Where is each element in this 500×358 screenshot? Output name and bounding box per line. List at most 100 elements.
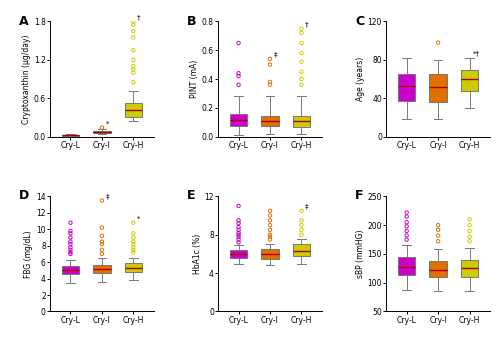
Point: [130, 57, 138, 63]
Point: [98, 239, 106, 245]
Point: [130, 35, 138, 40]
Text: F: F: [355, 189, 364, 203]
Text: ‡: ‡: [274, 52, 278, 58]
Point: [130, 241, 138, 247]
Point: [266, 213, 274, 218]
Point: [234, 240, 242, 245]
PathPatch shape: [93, 265, 110, 273]
Point: [234, 71, 242, 76]
Point: [266, 56, 274, 62]
Point: [130, 250, 138, 255]
PathPatch shape: [461, 71, 478, 91]
Point: [130, 67, 138, 72]
PathPatch shape: [293, 244, 310, 256]
Point: [298, 82, 306, 88]
PathPatch shape: [293, 116, 310, 127]
Text: †: †: [137, 14, 140, 20]
Point: [234, 203, 242, 209]
Y-axis label: HbA1c (%): HbA1c (%): [192, 234, 202, 274]
Point: [130, 19, 138, 24]
Point: [66, 228, 74, 234]
Text: E: E: [187, 189, 196, 203]
Text: B: B: [187, 15, 196, 28]
PathPatch shape: [398, 74, 415, 101]
Point: [466, 228, 473, 234]
Point: [98, 241, 106, 247]
Point: [130, 22, 138, 28]
Point: [98, 198, 106, 203]
Y-axis label: sBP (mmHG): sBP (mmHG): [356, 230, 365, 278]
Point: [130, 63, 138, 69]
Y-axis label: Age (years): Age (years): [356, 57, 365, 101]
Point: [298, 26, 306, 32]
PathPatch shape: [124, 263, 142, 272]
Point: [234, 221, 242, 226]
PathPatch shape: [430, 261, 447, 277]
Point: [234, 224, 242, 230]
Point: [402, 233, 410, 238]
Point: [234, 218, 242, 223]
Point: [298, 222, 306, 228]
Point: [266, 62, 274, 68]
Point: [434, 238, 442, 244]
Point: [298, 59, 306, 64]
Point: [466, 238, 473, 244]
Point: [66, 239, 74, 245]
Point: [98, 225, 106, 231]
Point: [234, 82, 242, 88]
Text: D: D: [19, 189, 29, 203]
Point: [98, 251, 106, 257]
Point: [434, 233, 442, 238]
Point: [266, 232, 274, 238]
Point: [266, 237, 274, 242]
Point: [266, 227, 274, 233]
PathPatch shape: [62, 135, 79, 136]
Point: [402, 228, 410, 234]
Point: [266, 218, 274, 223]
PathPatch shape: [230, 114, 247, 126]
Point: [98, 125, 106, 130]
Point: [130, 28, 138, 34]
Point: [66, 220, 74, 226]
Point: [402, 237, 410, 242]
Point: [130, 234, 138, 240]
Point: [266, 208, 274, 214]
Point: [234, 73, 242, 79]
Text: A: A: [19, 15, 28, 28]
Point: [402, 214, 410, 219]
Point: [298, 69, 306, 75]
Point: [130, 79, 138, 85]
Point: [266, 79, 274, 85]
Text: ‡: ‡: [305, 204, 309, 210]
Point: [66, 250, 74, 255]
Point: [98, 233, 106, 239]
Point: [402, 210, 410, 216]
Point: [130, 47, 138, 53]
Point: [298, 232, 306, 238]
Point: [434, 40, 442, 45]
Text: *: *: [137, 216, 140, 222]
PathPatch shape: [93, 131, 110, 133]
Point: [66, 241, 74, 247]
Y-axis label: Cryptoxanthin (μg/day): Cryptoxanthin (μg/day): [22, 34, 31, 124]
PathPatch shape: [262, 249, 278, 259]
Point: [234, 230, 242, 236]
Point: [66, 234, 74, 240]
Point: [434, 227, 442, 233]
PathPatch shape: [398, 257, 415, 275]
Point: [402, 223, 410, 229]
Point: [130, 70, 138, 76]
Point: [130, 239, 138, 245]
PathPatch shape: [430, 74, 447, 102]
Point: [298, 30, 306, 36]
Point: [298, 208, 306, 214]
Point: [66, 251, 74, 257]
PathPatch shape: [62, 266, 79, 275]
Point: [98, 247, 106, 253]
Point: [66, 247, 74, 253]
Point: [130, 247, 138, 253]
Point: [234, 234, 242, 240]
Point: [234, 227, 242, 233]
Point: [130, 245, 138, 250]
Point: [266, 82, 274, 88]
